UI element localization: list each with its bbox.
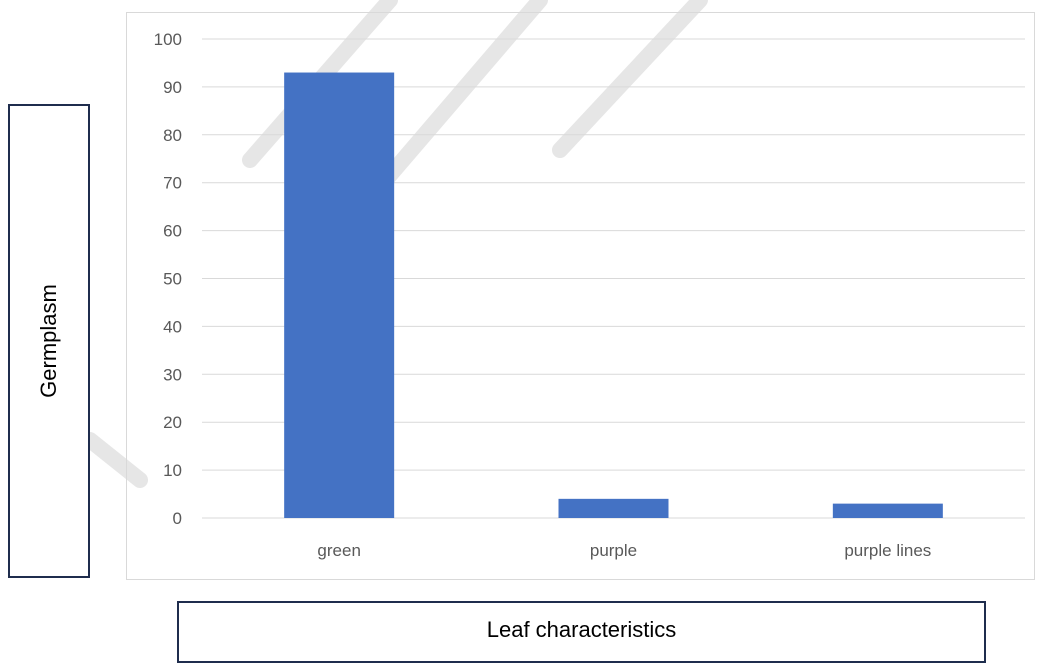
y-axis-label-box: Germplasm [8, 104, 90, 578]
y-tick-label: 0 [173, 509, 182, 528]
y-axis-label: Germplasm [36, 284, 61, 398]
y-axis-tick-labels: 0 10 20 30 40 50 60 70 80 90 100 [154, 30, 182, 528]
x-axis-label: Leaf characteristics [486, 617, 677, 642]
y-tick-label: 80 [163, 126, 182, 145]
chart-area [126, 12, 1035, 580]
bar-green [284, 72, 395, 518]
x-axis-tick-labels: green purple purple lines [317, 541, 931, 560]
y-tick-label: 100 [154, 30, 182, 49]
bar-purple-lines [832, 503, 943, 518]
x-tick-label: purple [590, 541, 637, 560]
x-tick-label: purple lines [844, 541, 931, 560]
y-tick-label: 60 [163, 222, 182, 241]
y-tick-label: 90 [163, 78, 182, 97]
y-tick-label: 30 [163, 365, 182, 384]
y-tick-label: 40 [163, 317, 182, 336]
x-tick-label: green [317, 541, 360, 560]
bar-purple [558, 498, 669, 518]
y-tick-label: 70 [163, 174, 182, 193]
y-tick-label: 20 [163, 413, 182, 432]
bars [284, 72, 943, 518]
y-tick-label: 50 [163, 270, 182, 289]
y-tick-label: 10 [163, 461, 182, 480]
